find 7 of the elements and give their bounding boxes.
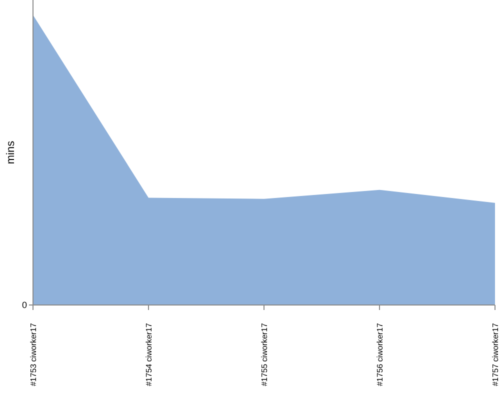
x-tick-label: #1755 ciworker17 bbox=[260, 322, 269, 386]
x-tick-label: #1756 ciworker17 bbox=[376, 322, 384, 386]
x-tick-label: #1754 ciworker17 bbox=[144, 322, 154, 386]
x-tick-label: #1757 ciworker17 bbox=[491, 322, 500, 386]
y-axis-title: mins bbox=[5, 140, 17, 164]
text: 0 bbox=[22, 300, 27, 310]
x-tick-label: #1753 ciworker17 bbox=[29, 322, 38, 386]
